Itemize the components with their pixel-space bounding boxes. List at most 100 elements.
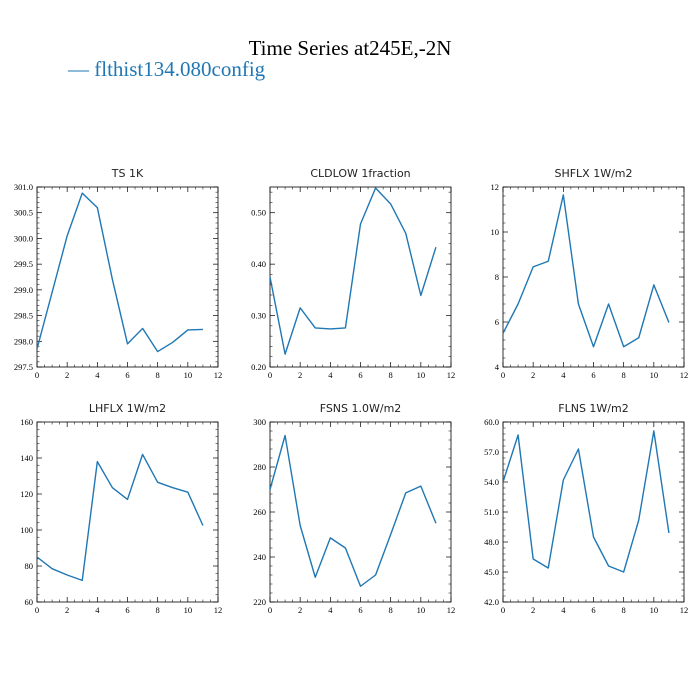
x-tick-label: 8 [622,370,626,380]
y-tick-label: 12 [491,182,500,192]
x-tick-label: 4 [328,370,333,380]
x-tick-label: 6 [591,370,595,380]
y-tick-label: 300.5 [14,208,33,218]
y-tick-label: 299.5 [14,259,33,269]
panel-title: FLNS 1W/m2 [558,402,628,415]
series-line [37,192,203,353]
chart-panel: TS 1K 0 2 4 6 8 10 12 297.5 298.0 298.5 299.0 299.5 3… [14,167,222,380]
y-tick-label: 60.0 [484,417,499,427]
plot-frame [269,186,452,368]
x-tick-label: 6 [358,605,362,615]
y-tick-label: 160 [20,417,33,427]
x-tick-label: 0 [35,605,39,615]
y-tick-label: 51.0 [484,507,499,517]
y-tick-label: 300.0 [14,233,33,243]
x-tick-label: 4 [95,370,100,380]
y-tick-label: 45.0 [484,567,499,577]
x-tick-label: 2 [298,605,302,615]
chart-panel: CLDLOW 1fraction 0 2 4 6 8 10 12 0.20 0.30 0.40 0.5… [251,167,455,380]
y-tick-label: 57.0 [484,447,499,457]
panel-title: CLDLOW 1fraction [310,167,410,180]
series-line [270,434,437,587]
y-tick-label: 10 [491,227,500,237]
panel-title: TS 1K [111,167,144,180]
x-tick-label: 12 [447,605,456,615]
y-tick-label: 60 [25,597,34,607]
x-tick-label: 10 [650,605,659,615]
x-tick-label: 8 [389,370,393,380]
x-tick-label: 0 [268,605,272,615]
x-tick-label: 10 [184,370,193,380]
y-tick-label: 297.5 [14,362,33,372]
x-tick-label: 12 [680,370,689,380]
y-tick-label: 54.0 [484,477,499,487]
x-tick-label: 2 [531,370,535,380]
x-tick-label: 12 [214,605,223,615]
y-tick-label: 301.0 [14,182,33,192]
figure-title: Time Series at245E,-2N [248,36,452,60]
y-tick-label: 280 [253,462,266,472]
x-tick-label: 4 [95,605,100,615]
y-tick-label: 100 [20,525,33,535]
series-line [503,194,670,348]
x-tick-label: 6 [125,605,129,615]
y-tick-label: 140 [20,453,33,463]
y-tick-label: 48.0 [484,537,499,547]
y-tick-label: 0.20 [251,362,266,372]
x-tick-label: 2 [531,605,535,615]
x-tick-label: 8 [622,605,626,615]
plot-frame [36,186,219,368]
x-tick-label: 4 [328,605,333,615]
y-tick-label: 298.5 [14,311,33,321]
x-tick-label: 6 [591,605,595,615]
y-tick-label: 120 [20,489,33,499]
series-line [503,430,670,573]
x-tick-label: 0 [268,370,272,380]
y-tick-label: 42.0 [484,597,499,607]
legend-entry: — flthist134.080config [68,57,266,81]
x-tick-label: 8 [389,605,393,615]
panel-title: SHFLX 1W/m2 [554,167,632,180]
y-tick-label: 260 [253,507,266,517]
series-line [37,453,204,582]
y-tick-label: 80 [25,561,34,571]
x-tick-label: 6 [358,370,362,380]
x-tick-label: 10 [184,605,193,615]
x-tick-label: 4 [561,605,566,615]
x-tick-label: 2 [65,605,69,615]
y-tick-label: 6 [495,317,499,327]
chart-panel: FSNS 1.0W/m2 0 2 4 6 8 10 12 220 240 260 280 300 [253,402,455,615]
y-tick-label: 298.0 [14,336,33,346]
plot-frame [269,421,452,603]
chart-panel: LHFLX 1W/m2 0 2 4 6 8 10 12 60 80 100 120 140 160 [20,402,222,615]
x-tick-label: 12 [447,370,456,380]
y-tick-label: 4 [495,362,500,372]
x-tick-label: 12 [214,370,223,380]
plot-frame [36,421,219,603]
y-tick-label: 240 [253,552,266,562]
x-tick-label: 0 [35,370,39,380]
y-tick-label: 0.50 [251,208,266,218]
x-tick-label: 2 [298,370,302,380]
x-tick-label: 0 [501,370,505,380]
series-line [270,187,437,355]
chart-panel: FLNS 1W/m2 0 2 4 6 8 10 12 42.0 45.0 48.0 51.0 54.0 5… [484,402,688,615]
x-tick-label: 6 [125,370,129,380]
y-tick-label: 0.40 [251,259,266,269]
y-tick-label: 220 [253,597,266,607]
x-tick-label: 10 [650,370,659,380]
x-tick-label: 8 [156,605,160,615]
x-tick-label: 8 [156,370,160,380]
panel-title: FSNS 1.0W/m2 [320,402,402,415]
y-tick-label: 299.0 [14,285,33,295]
y-tick-label: 300 [253,417,266,427]
x-tick-label: 12 [680,605,689,615]
x-tick-label: 0 [501,605,505,615]
panel-title: LHFLX 1W/m2 [89,402,166,415]
plot-frame [502,186,685,368]
x-tick-label: 2 [65,370,69,380]
y-tick-label: 0.30 [251,311,266,321]
x-tick-label: 4 [561,370,566,380]
x-tick-label: 10 [417,370,426,380]
